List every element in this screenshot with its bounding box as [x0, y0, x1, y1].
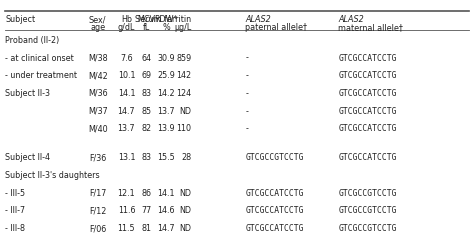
Text: GTCGCCATCCTG: GTCGCCATCCTG [338, 152, 397, 162]
Text: ND: ND [180, 106, 191, 115]
Text: 85: 85 [141, 106, 152, 115]
Text: 83: 83 [141, 88, 151, 98]
Text: 14.2: 14.2 [157, 88, 175, 98]
Text: M/38: M/38 [88, 53, 108, 62]
Text: -: - [246, 106, 248, 115]
Text: 81: 81 [141, 223, 151, 232]
Text: GTCGCCATCCTG: GTCGCCATCCTG [338, 88, 397, 98]
Text: ND: ND [180, 223, 191, 232]
Text: - at clinical onset: - at clinical onset [5, 53, 74, 62]
Text: GTCGCCATCCTG: GTCGCCATCCTG [246, 223, 304, 232]
Text: ND: ND [180, 206, 191, 214]
Text: GTCGCCGTCCTG: GTCGCCGTCCTG [338, 223, 397, 232]
Text: - III-8: - III-8 [5, 223, 25, 232]
Text: 10.1: 10.1 [118, 71, 135, 80]
Text: 110: 110 [176, 124, 191, 133]
Text: GTCGCCATCCTG: GTCGCCATCCTG [246, 206, 304, 214]
Text: GTCGCCATCCTG: GTCGCCATCCTG [338, 53, 397, 62]
Text: 11.5: 11.5 [118, 223, 135, 232]
Text: MCV: MCV [137, 15, 155, 24]
Text: 14.6: 14.6 [158, 206, 175, 214]
Text: GTCGCCATCCTG: GTCGCCATCCTG [338, 106, 397, 115]
Text: GTCGCCGTCCTG: GTCGCCGTCCTG [338, 206, 397, 214]
Text: 13.1: 13.1 [118, 152, 135, 162]
Text: RDW*: RDW* [155, 15, 178, 24]
Text: age: age [90, 23, 105, 32]
Text: 12.1: 12.1 [118, 188, 135, 197]
Text: Subject II-3: Subject II-3 [5, 88, 50, 98]
Text: - III-5: - III-5 [5, 188, 25, 197]
Text: 13.9: 13.9 [157, 124, 175, 133]
Text: 14.1: 14.1 [158, 188, 175, 197]
Text: GTCGCCATCCTG: GTCGCCATCCTG [338, 124, 397, 133]
Text: -: - [246, 88, 248, 98]
Text: μg/L: μg/L [174, 23, 191, 32]
Text: 30.9: 30.9 [157, 53, 175, 62]
Text: Subject II-3's daughters: Subject II-3's daughters [5, 170, 100, 179]
Text: GTCGCCATCCTG: GTCGCCATCCTG [246, 188, 304, 197]
Text: 859: 859 [176, 53, 191, 62]
Text: Subject: Subject [5, 15, 36, 24]
Text: 25.9: 25.9 [157, 71, 175, 80]
Text: M/36: M/36 [88, 88, 108, 98]
Text: -: - [246, 71, 248, 80]
Text: M/40: M/40 [88, 124, 108, 133]
Text: 124: 124 [176, 88, 191, 98]
Text: fL: fL [143, 23, 150, 32]
Text: -: - [246, 124, 248, 133]
Text: 13.7: 13.7 [118, 124, 135, 133]
Text: 69: 69 [141, 71, 152, 80]
Text: M/42: M/42 [88, 71, 108, 80]
Text: 13.7: 13.7 [157, 106, 175, 115]
Text: F/36: F/36 [89, 152, 106, 162]
Text: - III-7: - III-7 [5, 206, 25, 214]
Text: 82: 82 [141, 124, 152, 133]
Text: %: % [163, 23, 170, 32]
Text: ND: ND [180, 188, 191, 197]
Text: 83: 83 [141, 152, 151, 162]
Text: 86: 86 [141, 188, 151, 197]
Text: ALAS2: ALAS2 [246, 15, 271, 24]
Text: Sex/: Sex/ [89, 15, 106, 24]
Text: 14.1: 14.1 [118, 88, 135, 98]
Text: F/17: F/17 [89, 188, 106, 197]
Text: Hb: Hb [121, 15, 132, 24]
Text: Proband (II-2): Proband (II-2) [5, 36, 59, 45]
Text: Serum ferritin: Serum ferritin [136, 15, 191, 24]
Text: F/12: F/12 [89, 206, 106, 214]
Text: -: - [246, 53, 248, 62]
Text: g/dL: g/dL [118, 23, 135, 32]
Text: 14.7: 14.7 [157, 223, 175, 232]
Text: 15.5: 15.5 [157, 152, 175, 162]
Text: GTCGCCATCCTG: GTCGCCATCCTG [338, 71, 397, 80]
Text: GTCGCCGTCCTG: GTCGCCGTCCTG [246, 152, 304, 162]
Text: 14.7: 14.7 [118, 106, 135, 115]
Text: M/37: M/37 [88, 106, 108, 115]
Text: 28: 28 [182, 152, 191, 162]
Text: GTCGCCGTCCTG: GTCGCCGTCCTG [338, 188, 397, 197]
Text: 64: 64 [141, 53, 151, 62]
Text: 142: 142 [176, 71, 191, 80]
Text: 11.6: 11.6 [118, 206, 135, 214]
Text: Subject II-4: Subject II-4 [5, 152, 50, 162]
Text: ALAS2: ALAS2 [338, 15, 364, 24]
Text: maternal allele†: maternal allele† [338, 23, 403, 32]
Text: 7.6: 7.6 [120, 53, 133, 62]
Text: paternal allele†: paternal allele† [246, 23, 307, 32]
Text: F/06: F/06 [89, 223, 106, 232]
Text: 77: 77 [141, 206, 152, 214]
Text: - under treatment: - under treatment [5, 71, 77, 80]
